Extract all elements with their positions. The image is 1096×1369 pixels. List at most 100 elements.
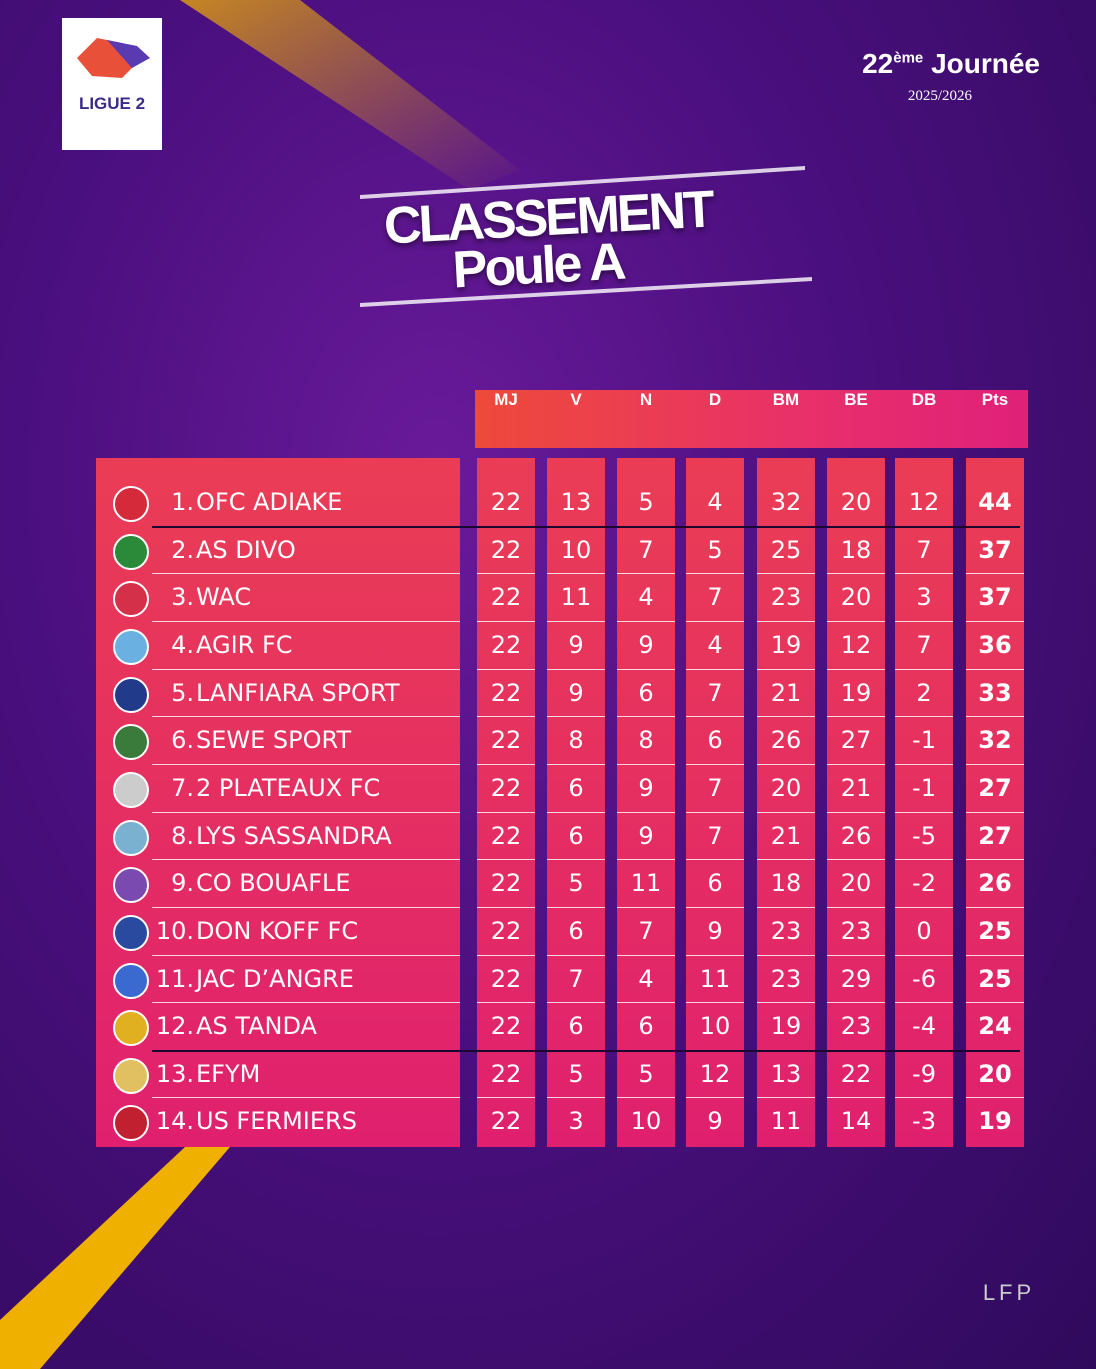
stat-cell: 11 [770,1107,802,1136]
column-header: MJ [494,390,518,409]
column-header: Pts [981,390,1009,409]
team-row-label: 14.US FERMIERS [150,1098,460,1146]
column-strip [477,458,535,1147]
stat-cell: 7 [916,535,932,564]
stat-cell: 19 [978,1107,1012,1136]
row-separator [152,811,460,813]
cell-separator [757,668,815,670]
team-name: JAC D’ANGRE [196,964,354,993]
stat-cell: 4 [707,488,723,516]
team-badge [113,1057,149,1094]
stat-cell: 22 [490,726,522,755]
stat-cell: 5 [638,488,654,516]
cell-separator [827,1097,885,1099]
stat-cell: -2 [912,869,936,898]
cell-separator [966,1002,1024,1004]
rank: 7. [171,773,194,802]
stat-cell: -1 [912,726,936,755]
rank: 12. [155,1012,194,1041]
cell-separator [966,811,1024,813]
team-badge [113,867,149,904]
rank: 4. [171,630,194,659]
stat-cell: 6 [638,678,654,707]
stat-cell: 36 [978,630,1012,659]
cell-separator [617,763,675,765]
column-header: BM [772,390,800,409]
stat-cell: -5 [912,821,936,850]
cell-separator [895,859,953,861]
stat-cell: 21 [770,678,802,707]
cell-separator [477,668,535,670]
column-header: V [570,390,582,409]
stat-cell: 5 [707,535,723,564]
stat-cell: 18 [840,535,872,564]
stat-cell: 12 [699,1059,731,1088]
cell-separator [686,573,744,575]
stat-cell: -4 [912,1012,936,1041]
column-header: D [708,390,722,409]
stat-cell: 22 [490,773,522,802]
stat-cell: 33 [978,678,1012,707]
cell-separator [617,859,675,861]
cell-separator [757,811,815,813]
stat-cell: 7 [707,773,723,802]
cell-separator [757,620,815,622]
cell-separator [617,620,675,622]
row-separator [152,716,460,718]
team-badge [113,676,149,713]
team-panel [96,458,460,1147]
cell-separator [477,620,535,622]
cell-separator [547,716,605,718]
cell-separator [547,1002,605,1004]
stat-cell: 11 [560,583,592,612]
cell-separator [757,1097,815,1099]
cell-separator [966,620,1024,622]
stat-cell: 6 [568,821,584,850]
stat-cell: 9 [638,821,654,850]
stat-cell: 32 [770,488,802,516]
team-row-label: 1.OFC ADIAKE [150,479,460,527]
column-strip [966,458,1024,1147]
rank: 14. [155,1107,194,1136]
stat-cell: 25 [770,535,802,564]
stat-cell: 19 [770,630,802,659]
cell-separator [895,573,953,575]
team-badge [113,486,149,522]
stat-cell: 21 [840,773,872,802]
logo-text: LIGUE 2 [78,94,146,113]
cell-separator [966,906,1024,908]
cell-separator [617,1002,675,1004]
cell-separator [966,954,1024,956]
stat-cell: 13 [560,488,592,516]
cell-separator [477,716,535,718]
row-separator [152,573,460,575]
stat-cell: 7 [638,916,654,945]
stat-cell: 5 [568,869,584,898]
cell-separator [966,763,1024,765]
cell-separator [966,573,1024,575]
logo-mark [77,38,150,78]
team-badge [113,724,149,761]
stat-cell: 20 [978,1059,1012,1088]
cell-separator [827,620,885,622]
cell-separator [827,1002,885,1004]
cell-separator [757,763,815,765]
column-strip [827,458,885,1147]
cell-separator [477,811,535,813]
stat-cell: 22 [490,821,522,850]
team-name: AGIR FC [196,630,293,659]
cell-separator [477,954,535,956]
table-header: MJ V N D BM BE DB Pts [475,390,1028,448]
stat-cell: 0 [916,916,932,945]
cell-separator [757,906,815,908]
stat-cell: 26 [770,726,802,755]
stat-cell: 6 [638,1012,654,1041]
stat-cell: 23 [770,916,802,945]
stat-cell: 20 [840,869,872,898]
rank: 3. [171,583,194,612]
cell-separator [895,716,953,718]
matchday-sup: ème [893,49,924,67]
column-strip [547,458,605,1147]
stat-cell: 22 [490,535,522,564]
team-row-label: 2.AS DIVO [150,527,460,575]
